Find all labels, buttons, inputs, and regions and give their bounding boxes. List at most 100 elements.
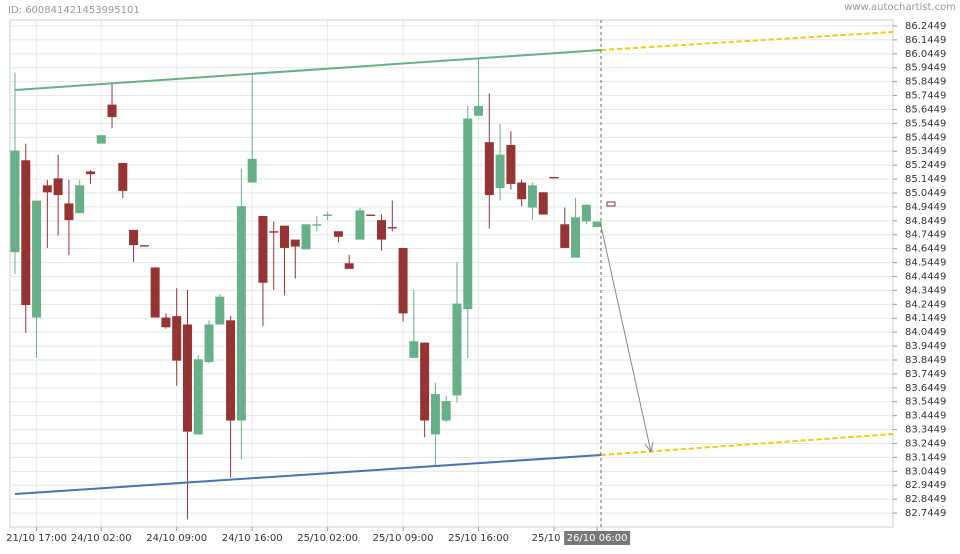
candle-body [161, 317, 171, 328]
candle-body [409, 341, 419, 358]
support-projection [600, 433, 894, 456]
id-label: ID: 600841421453995101 [8, 5, 140, 16]
forecast-arrowhead [644, 441, 654, 454]
candle-body [484, 142, 494, 196]
x-tick-label: 24/10 02:00 [71, 533, 132, 544]
candle-body [333, 231, 343, 237]
y-tick-label: 84.3449 [905, 285, 946, 296]
x-tick-label: 24/10 09:00 [146, 533, 207, 544]
support-line [14, 454, 602, 495]
x-tick-label: 25/10 09:00 [373, 533, 434, 544]
candle-body [236, 206, 246, 421]
plot-border [9, 19, 894, 528]
y-tick-label: 85.5449 [905, 118, 946, 129]
candle-body [538, 192, 548, 215]
candle-body [592, 221, 602, 228]
y-tick-label: 83.9449 [905, 341, 946, 352]
candle-body [506, 144, 516, 184]
candle-body [387, 227, 397, 229]
candle-body [42, 185, 52, 193]
candle-body [290, 239, 300, 247]
candle-body [323, 214, 333, 216]
candle-body [560, 224, 570, 248]
watermark: www.autochartist.com [844, 2, 956, 13]
y-tick-label: 84.7449 [905, 230, 946, 241]
y-tick-label: 85.8449 [905, 77, 946, 88]
x-tick-label: 25/10 02:00 [297, 533, 358, 544]
candle-body [495, 154, 505, 189]
y-tick-label: 85.2449 [905, 160, 946, 171]
x-tick-label: 25/10 23 [532, 533, 577, 544]
candle-body [301, 224, 311, 250]
candle-body [139, 245, 149, 247]
candle-body [10, 150, 20, 253]
candle-body [474, 105, 484, 116]
x-tick-label: 26/10 06:00 [567, 533, 628, 544]
candle-body [96, 135, 106, 144]
y-tick-label: 84.5449 [905, 258, 946, 269]
y-tick-label: 86.0449 [905, 49, 946, 60]
y-tick-label: 84.6449 [905, 244, 946, 255]
candle-body [549, 176, 559, 179]
y-tick-label: 86.2449 [905, 21, 946, 32]
candle-body [150, 267, 160, 318]
y-tick-label: 84.4449 [905, 271, 946, 282]
y-tick-label: 85.4449 [905, 132, 946, 143]
y-tick-label: 83.8449 [905, 355, 946, 366]
candle-body [377, 220, 387, 240]
y-tick-label: 82.9449 [905, 480, 946, 491]
y-tick-label: 85.6449 [905, 104, 946, 115]
y-tick-label: 83.7449 [905, 369, 946, 380]
forecast-arrow [600, 225, 652, 453]
y-tick-label: 83.5449 [905, 397, 946, 408]
candle-body [107, 104, 117, 118]
y-tick-label: 83.4449 [905, 411, 946, 422]
candle-body [517, 182, 527, 200]
candle-body [420, 342, 430, 421]
price-marker [606, 201, 616, 207]
candle-body [258, 215, 268, 283]
candle-body [215, 296, 225, 325]
candle-body [344, 263, 354, 269]
y-tick-label: 84.9449 [905, 202, 946, 213]
y-tick-label: 82.8449 [905, 494, 946, 505]
y-tick-label: 83.6449 [905, 383, 946, 394]
candle-body [64, 203, 74, 221]
x-tick-label: 25/10 16:00 [448, 533, 509, 544]
candle-body [441, 401, 451, 421]
x-tick-label: 24/10 16:00 [222, 533, 283, 544]
candle-body [182, 324, 192, 432]
y-tick-label: 83.1449 [905, 452, 946, 463]
resistance-line [14, 49, 602, 91]
y-tick-label: 84.2449 [905, 299, 946, 310]
candle-body [21, 160, 31, 306]
candle-body [452, 303, 462, 396]
grid [10, 20, 893, 527]
candle-body [129, 229, 139, 246]
candle-body [226, 320, 236, 421]
y-tick-label: 84.8449 [905, 216, 946, 227]
candle-body [280, 225, 289, 248]
y-tick-label: 85.3449 [905, 146, 946, 157]
candle-body [355, 210, 365, 240]
y-tick-label: 83.0449 [905, 466, 946, 477]
candle-body [32, 200, 42, 318]
x-label-highlight [564, 531, 631, 545]
candle-body [172, 316, 182, 361]
y-tick-label: 83.3449 [905, 425, 946, 436]
candle-body [312, 224, 322, 226]
y-tick-label: 85.1449 [905, 174, 946, 185]
candle-body [193, 359, 203, 435]
y-tick-label: 85.0449 [905, 188, 946, 199]
candle-body [527, 185, 537, 208]
y-tick-label: 85.7449 [905, 91, 946, 102]
candle-body [53, 178, 63, 196]
candle-body [366, 214, 376, 216]
candle-body [118, 163, 128, 191]
y-tick-label: 85.9449 [905, 63, 946, 74]
candle-body [398, 247, 408, 314]
y-tick-label: 84.1449 [905, 313, 946, 324]
y-tick-label: 82.7449 [905, 508, 946, 519]
